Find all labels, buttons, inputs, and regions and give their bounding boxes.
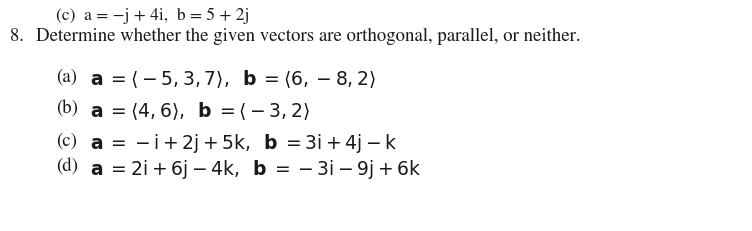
Text: Determine whether the given vectors are orthogonal, parallel, or neither.: Determine whether the given vectors are … (36, 28, 581, 45)
Text: (a): (a) (56, 68, 77, 85)
Text: (d): (d) (56, 157, 78, 174)
Text: $\mathbf{a}$ $=-\mathrm{i}+2\mathrm{j}+5\mathrm{k},$  $\mathbf{b}$ $=3\mathrm{i}: $\mathbf{a}$ $=-\mathrm{i}+2\mathrm{j}+5… (90, 131, 398, 154)
Text: $\mathbf{a}$ $=2\mathrm{i}+6\mathrm{j}-4\mathrm{k},$  $\mathbf{b}$ $=-3\mathrm{i: $\mathbf{a}$ $=2\mathrm{i}+6\mathrm{j}-4… (90, 157, 422, 180)
Text: $\mathbf{a}$ $=\langle-5,3,7\rangle,$  $\mathbf{b}$ $=\langle6,-8,2\rangle$: $\mathbf{a}$ $=\langle-5,3,7\rangle,$ $\… (90, 68, 376, 89)
Text: (b): (b) (56, 100, 78, 117)
Text: 8.: 8. (10, 28, 24, 45)
Text: $\mathbf{a}$ $=\langle4,6\rangle,$  $\mathbf{b}$ $=\langle-3,2\rangle$: $\mathbf{a}$ $=\langle4,6\rangle,$ $\mat… (90, 100, 310, 121)
Text: (c)  a = −j + 4i,  b = 5 + 2j: (c) a = −j + 4i, b = 5 + 2j (56, 8, 250, 24)
Text: (c): (c) (56, 131, 77, 149)
